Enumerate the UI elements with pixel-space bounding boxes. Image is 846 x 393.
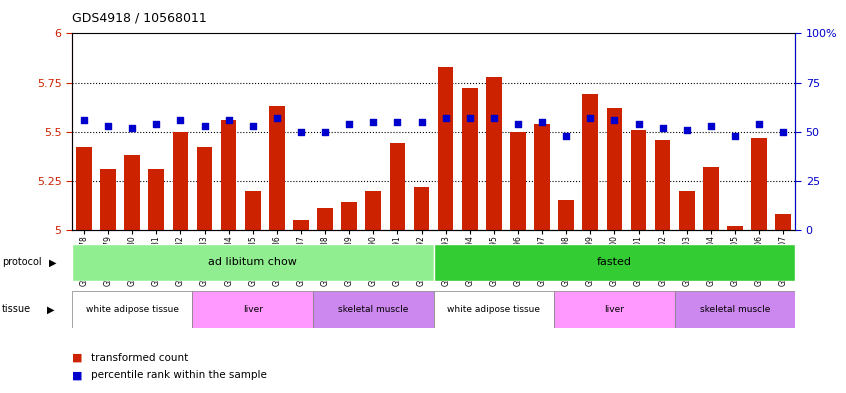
Point (77, 117, 91, 123)
Bar (437, 67, 453, 230)
Point (728, 132, 742, 139)
Bar (72, 291, 192, 328)
Point (632, 121, 645, 127)
Text: skeletal muscle: skeletal muscle (338, 305, 409, 314)
Text: skeletal muscle: skeletal muscle (700, 305, 770, 314)
Bar (554, 291, 674, 328)
Point (222, 117, 235, 123)
Bar (244, 191, 261, 230)
Bar (486, 77, 502, 230)
Point (439, 115, 453, 121)
Point (656, 125, 669, 131)
Text: ▶: ▶ (49, 257, 57, 267)
Text: ■: ■ (72, 353, 82, 363)
Point (294, 129, 308, 135)
Point (680, 127, 694, 133)
Point (704, 123, 717, 129)
Bar (534, 124, 550, 230)
Point (559, 132, 573, 139)
Point (270, 115, 283, 121)
Point (173, 117, 187, 123)
Point (584, 115, 597, 121)
Text: liver: liver (243, 305, 263, 314)
Text: transformed count: transformed count (91, 353, 188, 363)
Bar (365, 191, 382, 230)
Point (198, 123, 212, 129)
Text: protocol: protocol (2, 257, 41, 267)
Bar (655, 140, 671, 230)
Point (463, 115, 476, 121)
Text: white adipose tissue: white adipose tissue (85, 305, 179, 314)
Point (366, 119, 380, 125)
Point (125, 125, 139, 131)
Point (487, 115, 501, 121)
Bar (293, 220, 309, 230)
Bar (72, 244, 433, 281)
Bar (124, 155, 140, 230)
Bar (727, 226, 743, 230)
Bar (510, 132, 526, 230)
Bar (389, 143, 405, 230)
Bar (703, 167, 719, 230)
Text: GDS4918 / 10568011: GDS4918 / 10568011 (72, 12, 206, 25)
Bar (148, 169, 164, 230)
Point (102, 123, 115, 129)
Bar (76, 147, 92, 230)
Bar (414, 187, 430, 230)
Point (415, 119, 428, 125)
Bar (433, 244, 795, 281)
Bar (462, 88, 478, 230)
Point (607, 117, 621, 123)
Bar (341, 202, 357, 230)
Bar (317, 208, 333, 230)
Bar (433, 291, 554, 328)
Text: white adipose tissue: white adipose tissue (448, 305, 541, 314)
Bar (775, 214, 791, 230)
Bar (678, 191, 695, 230)
Point (343, 121, 356, 127)
Bar (607, 108, 623, 230)
Text: percentile rank within the sample: percentile rank within the sample (91, 370, 266, 380)
Text: ad libitum chow: ad libitum chow (208, 257, 297, 267)
Point (752, 121, 766, 127)
Point (318, 129, 332, 135)
Bar (221, 120, 237, 230)
Bar (751, 138, 767, 230)
Text: ▶: ▶ (47, 305, 55, 314)
Text: fasted: fasted (597, 257, 632, 267)
Text: liver: liver (604, 305, 624, 314)
Bar (558, 200, 574, 230)
Point (536, 119, 549, 125)
Bar (269, 106, 285, 230)
Bar (196, 147, 212, 230)
Bar (313, 291, 433, 328)
Point (150, 121, 163, 127)
Point (391, 119, 404, 125)
Point (777, 129, 790, 135)
Bar (173, 132, 189, 230)
Point (511, 121, 525, 127)
Bar (582, 94, 598, 230)
Text: ■: ■ (72, 370, 82, 380)
Text: tissue: tissue (2, 305, 30, 314)
Point (246, 123, 260, 129)
Bar (192, 291, 313, 328)
Bar (674, 291, 795, 328)
Bar (100, 169, 116, 230)
Bar (630, 130, 646, 230)
